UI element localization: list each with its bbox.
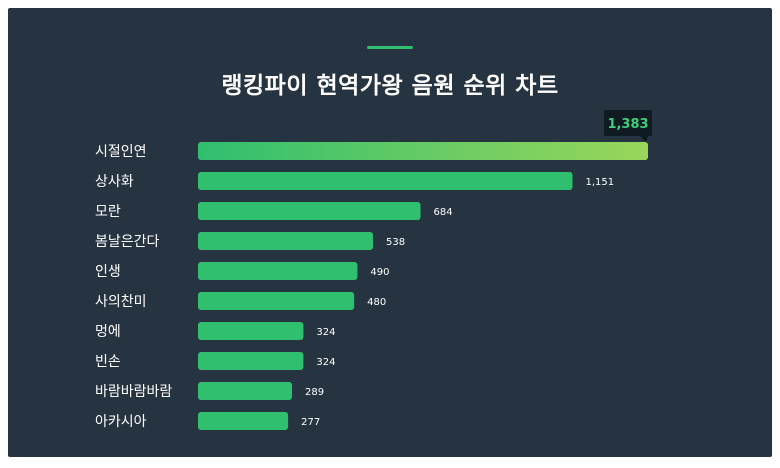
category-label: 시절인연 xyxy=(95,144,147,160)
value-label: 538 xyxy=(386,237,405,248)
category-label: 사의찬미 xyxy=(95,294,147,310)
value-label: 490 xyxy=(370,267,389,278)
bar xyxy=(198,172,573,190)
value-label: 1,151 xyxy=(586,177,615,188)
category-label: 모란 xyxy=(95,204,121,220)
value-label: 324 xyxy=(316,357,335,368)
value-label: 480 xyxy=(367,297,386,308)
value-label: 1,383 xyxy=(607,117,648,132)
chart-title: 랭킹파이 현역가왕 음원 순위 차트 xyxy=(221,73,559,99)
bar xyxy=(198,292,355,310)
bar xyxy=(198,262,358,280)
title-accent-line xyxy=(367,46,413,49)
category-label: 멍에 xyxy=(95,324,121,340)
chart-card: 랭킹파이 현역가왕 음원 순위 차트 시절인연 1,383 상사화 1,151 모란 68… xyxy=(8,8,772,457)
bar xyxy=(198,142,648,160)
bar xyxy=(198,352,304,370)
value-label: 684 xyxy=(434,207,453,218)
category-label: 바람바람바람 xyxy=(95,384,172,400)
category-label: 빈손 xyxy=(95,354,121,370)
category-label: 상사화 xyxy=(95,174,134,190)
value-label: 277 xyxy=(301,417,320,428)
bar-chart: 시절인연 1,383 상사화 1,151 모란 684 봄날은간다 538 인생 490 사의찬미 4… xyxy=(95,110,652,430)
category-label: 인생 xyxy=(95,264,121,280)
bar xyxy=(198,202,421,220)
bar xyxy=(198,232,374,250)
bar xyxy=(198,322,304,340)
value-label: 324 xyxy=(316,327,335,338)
category-label: 아카시아 xyxy=(95,414,147,430)
category-label: 봄날은간다 xyxy=(95,234,160,250)
bar xyxy=(198,412,289,430)
top-value-tooltip: 1,383 xyxy=(604,110,652,142)
value-label: 289 xyxy=(305,387,324,398)
bar xyxy=(198,382,293,400)
